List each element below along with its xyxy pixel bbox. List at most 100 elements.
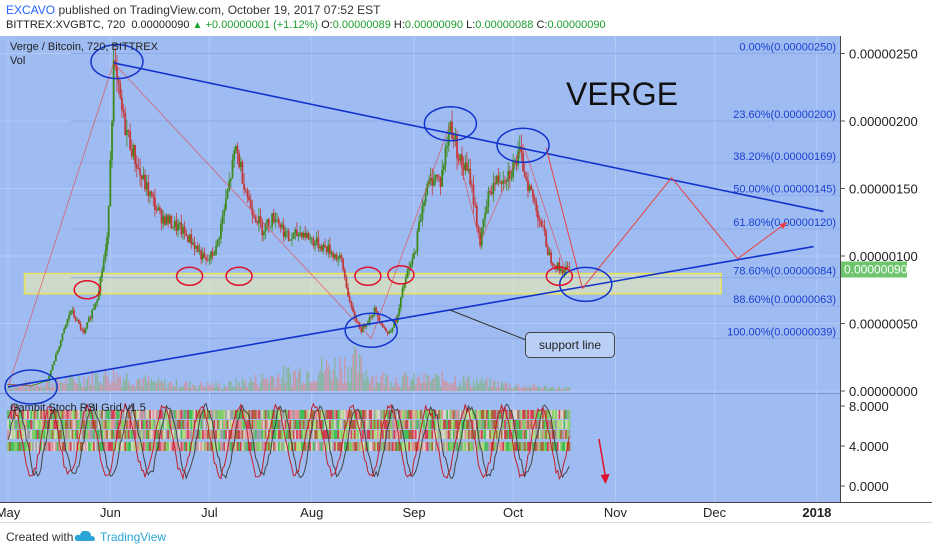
grid-cell: [368, 420, 371, 429]
grid-cell: [525, 410, 528, 419]
candle-body: [152, 194, 155, 198]
grid-cell: [147, 442, 150, 451]
grid-cell: [23, 442, 26, 451]
grid-cell: [345, 430, 348, 439]
volume-bar: [142, 378, 145, 391]
grid-cell: [568, 430, 571, 439]
grid-cell: [201, 430, 204, 439]
volume-bar: [463, 375, 465, 391]
candle-body: [457, 158, 460, 161]
grid-cell: [406, 420, 409, 429]
volume-bar: [444, 381, 447, 391]
candle-body: [322, 244, 325, 251]
indicator-legend[interactable]: Gambit Stoch RSI Grid v1.5: [10, 402, 146, 414]
grid-cell: [535, 430, 538, 439]
fib-level-label: 88.60%(0.00000063): [733, 294, 836, 306]
volume-bar: [314, 381, 316, 391]
candle-body: [177, 224, 179, 231]
grid-cell: [315, 410, 318, 419]
candle-body: [107, 205, 110, 238]
candle-body: [436, 174, 439, 177]
grid-cell: [135, 442, 138, 451]
grid-cell: [523, 430, 526, 439]
candle-body: [320, 246, 323, 251]
volume-bar: [560, 388, 562, 391]
grid-cell: [568, 410, 571, 419]
grid-cell: [542, 430, 544, 439]
grid-cell: [258, 420, 261, 429]
grid-cell: [124, 442, 127, 451]
grid-cell: [35, 410, 38, 419]
grid-cell: [236, 410, 239, 419]
grid-cell: [376, 410, 379, 419]
candle-body: [431, 177, 434, 186]
volume-bar: [218, 383, 221, 391]
grid-cell: [330, 410, 333, 419]
grid-cell: [400, 430, 402, 439]
grid-cell: [137, 442, 140, 451]
grid-cell: [197, 442, 199, 451]
grid-cell: [149, 430, 152, 439]
grid-cell: [314, 442, 317, 451]
close-label: C:: [536, 19, 548, 31]
grid-cell: [305, 442, 308, 451]
volume-bar: [527, 387, 529, 391]
grid-cell: [10, 410, 13, 419]
grid-cell: [99, 420, 102, 429]
candle-body: [292, 232, 295, 239]
grid-cell: [71, 442, 74, 451]
grid-cell: [33, 430, 36, 439]
grid-cell: [198, 430, 201, 439]
grid-cell: [266, 410, 269, 419]
grid-cell: [360, 420, 363, 429]
candle-body: [36, 383, 39, 385]
grid-cell: [429, 430, 432, 439]
grid-cell: [360, 430, 363, 439]
support-line-callout: support line: [525, 332, 615, 358]
volume-bar: [505, 382, 508, 391]
candle-body: [21, 385, 24, 387]
candle-body: [409, 264, 412, 268]
grid-cell: [414, 442, 417, 451]
grid-cell: [320, 430, 323, 439]
grid-cell: [373, 410, 376, 419]
candle-body: [203, 252, 206, 258]
volume-bar: [17, 384, 19, 391]
grid-cell: [88, 442, 90, 451]
volume-bar: [68, 375, 70, 391]
grid-cell: [254, 420, 257, 429]
grid-cell: [193, 442, 196, 451]
grid-cell: [121, 410, 124, 419]
candle-body: [535, 201, 538, 211]
volume-bar: [55, 379, 57, 391]
volume-bar: [154, 380, 156, 391]
author-link[interactable]: EXCAVO: [6, 3, 56, 17]
candle-body: [305, 232, 308, 238]
candle-body: [300, 232, 303, 238]
grid-cell: [221, 420, 224, 429]
touch-circle: [73, 280, 101, 300]
tradingview-brand-link[interactable]: TradingView: [100, 530, 167, 544]
grid-cell: [132, 442, 135, 451]
grid-cell: [452, 410, 455, 419]
grid-cell: [183, 410, 186, 419]
volume-legend[interactable]: Vol: [10, 55, 26, 67]
grid-cell: [104, 430, 107, 439]
grid-cell: [268, 442, 270, 451]
volume-bar: [438, 376, 440, 391]
series-legend[interactable]: Verge / Bitcoin, 720, BITTREX: [10, 41, 158, 53]
grid-cell: [281, 442, 284, 451]
candle-body: [13, 384, 16, 386]
chart-area[interactable]: 0.00000000 0.00000050 0.00000100 0.00000150…: [0, 36, 932, 522]
grid-cell: [504, 420, 506, 429]
grid-cell: [507, 442, 510, 451]
grid-cell: [190, 430, 193, 439]
grid-cell: [487, 430, 490, 439]
grid-cell: [495, 420, 498, 429]
grid-cell: [86, 442, 89, 451]
chart-svg[interactable]: 0.000000000.000000500.000001000.00000150…: [0, 36, 932, 522]
grid-cell: [388, 442, 391, 451]
grid-cell: [43, 430, 46, 439]
candle-body: [188, 234, 191, 243]
volume-bar: [433, 378, 435, 391]
